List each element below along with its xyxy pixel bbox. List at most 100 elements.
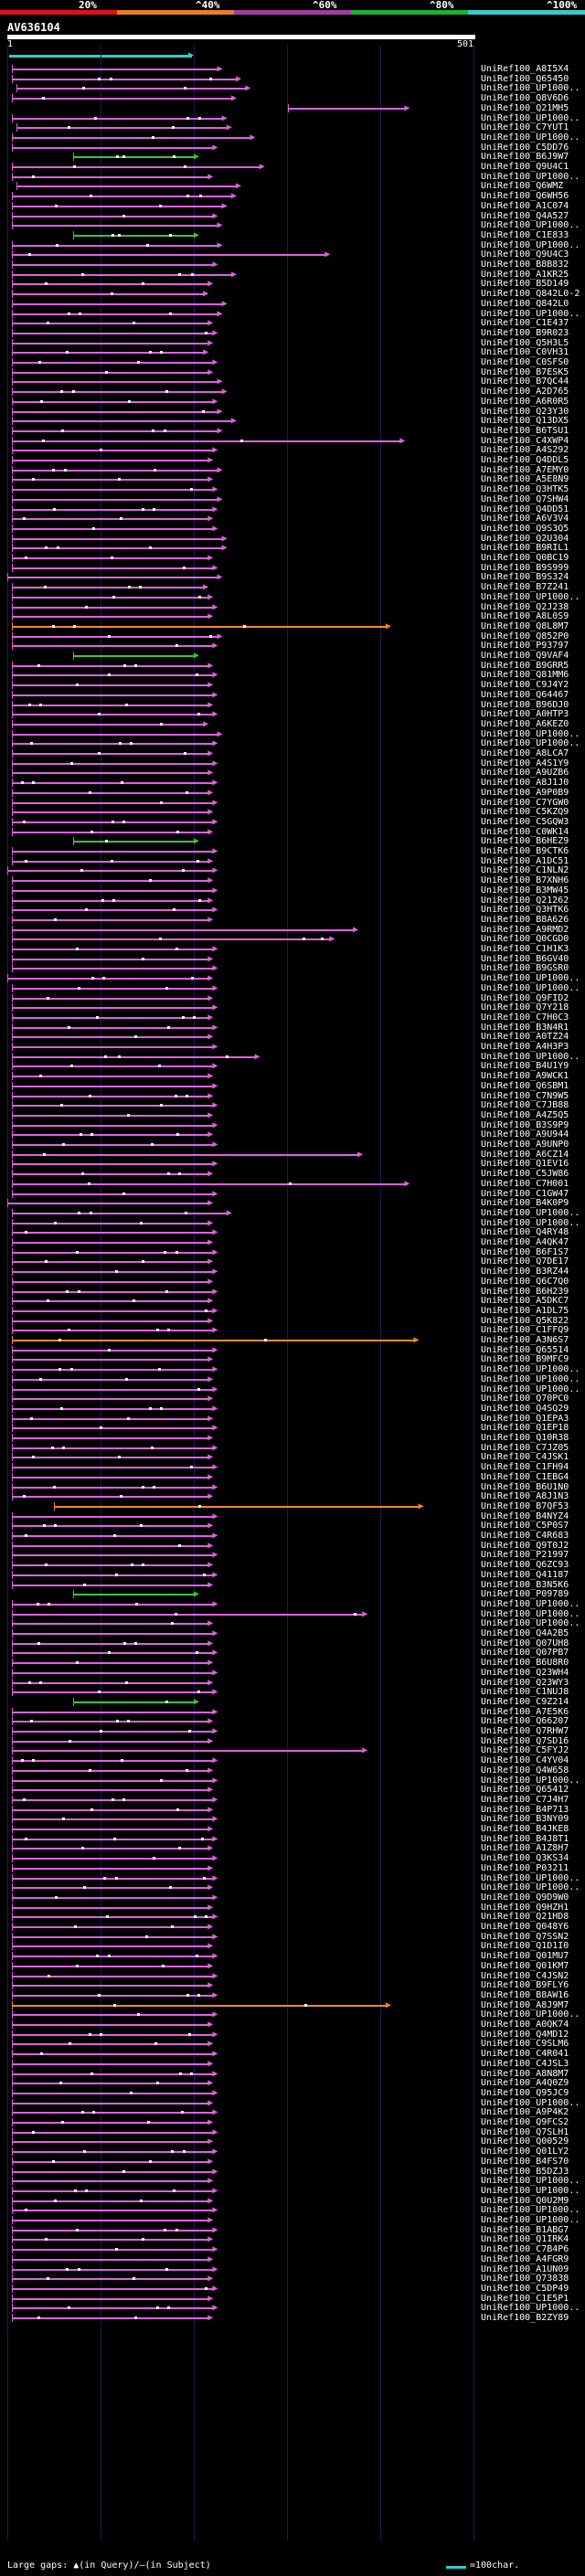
hit-alignment-bar[interactable]: [12, 1877, 215, 1880]
hit-row[interactable]: ▶ UniRef100_Q9S3Q5: [0, 524, 585, 534]
hit-alignment-bar[interactable]: [12, 2297, 210, 2300]
hit-label-link[interactable]: UniRef100_UP1000..: [481, 132, 580, 143]
hit-label-link[interactable]: UniRef100_P09789: [481, 1589, 569, 1600]
hit-label-link[interactable]: UniRef100_Q6ZC93: [481, 1560, 569, 1571]
hit-row[interactable]: ▶ UniRef100_Q21MH5: [0, 103, 585, 113]
hit-row[interactable]: ▶ UniRef100_B6TSU1: [0, 426, 585, 436]
hit-row[interactable]: ▶ UniRef100_B4J8T1: [0, 1834, 585, 1844]
hit-label-link[interactable]: UniRef100_C5DP49: [481, 2283, 569, 2294]
hit-row[interactable]: ▶ UniRef100_Q9HZH1: [0, 1903, 585, 1913]
hit-row[interactable]: ▶ UniRef100_Q4DDL5: [0, 455, 585, 465]
hit-label-link[interactable]: UniRef100_A4H3P3: [481, 1042, 569, 1052]
hit-row[interactable]: ▶ UniRef100_C4JSK1: [0, 1452, 585, 1462]
hit-row[interactable]: ▶ UniRef100_A4Q0Z9: [0, 2078, 585, 2088]
hit-alignment-bar[interactable]: [12, 2141, 210, 2144]
hit-row[interactable]: ▶ UniRef100_Q7SD16: [0, 1736, 585, 1746]
hit-row[interactable]: ▶ UniRef100_B8A626: [0, 915, 585, 925]
hit-label-link[interactable]: UniRef100_Q95JC9: [481, 2087, 569, 2098]
hit-row[interactable]: ▶ UniRef100_UP1000..: [0, 2176, 585, 2186]
hit-alignment-bar[interactable]: [12, 1916, 215, 1919]
hit-row[interactable]: ▶ UniRef100_A9UNP0: [0, 1140, 585, 1150]
hit-label-link[interactable]: UniRef100_Q4MD12: [481, 2029, 569, 2040]
hit-label-link[interactable]: UniRef100_A4FGR9: [481, 2253, 569, 2264]
hit-alignment-bar[interactable]: [12, 479, 210, 482]
hit-row[interactable]: ▶ UniRef100_B7Z241: [0, 582, 585, 592]
hit-alignment-bar[interactable]: [7, 577, 219, 579]
hit-label-link[interactable]: UniRef100_B9R023: [481, 327, 569, 338]
hit-label-link[interactable]: UniRef100_C7YGW0: [481, 797, 569, 808]
hit-row[interactable]: ▶ UniRef100_Q21HD8: [0, 1912, 585, 1922]
hit-alignment-bar[interactable]: [12, 1603, 215, 1606]
hit-label-link[interactable]: UniRef100_Q9VAF4: [481, 651, 569, 661]
hit-label-link[interactable]: UniRef100_Q66207: [481, 1716, 569, 1727]
hit-label-link[interactable]: UniRef100_B8AW16: [481, 1989, 569, 2000]
hit-alignment-bar[interactable]: [12, 1887, 210, 1890]
hit-row[interactable]: ▶ UniRef100_Q1EPA3: [0, 1414, 585, 1424]
hit-row[interactable]: ▶ UniRef100_C4R041: [0, 2049, 585, 2059]
hit-row[interactable]: ▶ UniRef100_B9R023: [0, 328, 585, 338]
hit-row[interactable]: ▶ UniRef100_UP1000..: [0, 2186, 585, 2196]
hit-alignment-bar[interactable]: [12, 225, 219, 228]
hit-alignment-bar[interactable]: [12, 1114, 210, 1117]
hit-alignment-bar[interactable]: [12, 1085, 215, 1087]
hit-alignment-bar[interactable]: [12, 645, 215, 648]
hit-alignment-bar[interactable]: [16, 186, 238, 188]
hit-alignment-bar[interactable]: [12, 117, 224, 120]
hit-label-link[interactable]: UniRef100_Q9T0J2: [481, 1540, 569, 1551]
hit-alignment-bar[interactable]: [12, 1369, 215, 1372]
hit-label-link[interactable]: UniRef100_Q7RHW7: [481, 1726, 569, 1736]
hit-alignment-bar[interactable]: [12, 1574, 215, 1576]
hit-alignment-bar[interactable]: [12, 851, 215, 853]
hit-label-link[interactable]: UniRef100_Q842L0-2: [481, 289, 580, 300]
hit-label-link[interactable]: UniRef100_A8J1J0: [481, 778, 569, 789]
hit-alignment-bar[interactable]: [12, 664, 210, 667]
hit-alignment-bar[interactable]: [12, 1437, 210, 1439]
hit-row[interactable]: ▶ UniRef100_Q7SSN2: [0, 1932, 585, 1942]
hit-label-link[interactable]: UniRef100_Q5K822: [481, 1315, 569, 1326]
hit-row[interactable]: ▶ UniRef100_B3N5K6: [0, 1580, 585, 1590]
hit-label-link[interactable]: UniRef100_B7QC44: [481, 376, 569, 387]
hit-alignment-bar[interactable]: [12, 1623, 210, 1626]
hit-alignment-bar[interactable]: [7, 1203, 210, 1205]
hit-label-link[interactable]: UniRef100_Q7Y218: [481, 1002, 569, 1013]
hit-row[interactable]: ▶ UniRef100_P09789: [0, 1589, 585, 1599]
hit-row[interactable]: ▶ UniRef100_UP1000..: [0, 1873, 585, 1883]
hit-alignment-bar[interactable]: [12, 2122, 210, 2124]
hit-row[interactable]: ▶ UniRef100_Q01LY2: [0, 2147, 585, 2157]
hit-row[interactable]: ▶ UniRef100_UP1000..: [0, 1599, 585, 1609]
hit-row[interactable]: ▶ UniRef100_C5JW86: [0, 1169, 585, 1179]
hit-alignment-bar[interactable]: [54, 1505, 420, 1508]
hit-label-link[interactable]: UniRef100_Q1D1I0: [481, 1941, 569, 1952]
hit-row[interactable]: ▶ UniRef100_A8N8M7: [0, 2069, 585, 2079]
hit-alignment-bar[interactable]: [12, 1212, 229, 1214]
hit-label-link[interactable]: UniRef100_UP1000..: [481, 2176, 580, 2187]
hit-row[interactable]: ▶ UniRef100_B6U8R0: [0, 1658, 585, 1668]
hit-alignment-bar[interactable]: [12, 302, 224, 305]
hit-label-link[interactable]: UniRef100_B6J9W7: [481, 152, 569, 163]
hit-label-link[interactable]: UniRef100_B6HEZ9: [481, 836, 569, 847]
hit-alignment-bar[interactable]: [12, 547, 224, 550]
hit-alignment-bar[interactable]: [12, 1858, 215, 1860]
hit-alignment-bar[interactable]: [12, 2053, 215, 2056]
hit-row[interactable]: ▶ UniRef100_A1KR25: [0, 270, 585, 280]
hit-alignment-bar[interactable]: [12, 2083, 210, 2085]
hit-row[interactable]: ▶ UniRef100_B9S999: [0, 563, 585, 573]
hit-row[interactable]: ▶ UniRef100_UP1000..: [0, 592, 585, 602]
hit-label-link[interactable]: UniRef100_C4R041: [481, 2049, 569, 2060]
hit-label-link[interactable]: UniRef100_B3N4R1: [481, 1022, 569, 1033]
hit-row[interactable]: ▶ UniRef100_A7E5K6: [0, 1707, 585, 1717]
hit-label-link[interactable]: UniRef100_UP1000..: [481, 1207, 580, 1218]
hit-label-link[interactable]: UniRef100_B3S9P9: [481, 1119, 569, 1130]
hit-alignment-bar[interactable]: [12, 1065, 215, 1068]
hit-alignment-bar[interactable]: [12, 811, 210, 814]
hit-label-link[interactable]: UniRef100_B9FLY6: [481, 1980, 569, 1991]
hit-label-link[interactable]: UniRef100_A3N6S7: [481, 1335, 569, 1345]
hit-label-link[interactable]: UniRef100_B6GV40: [481, 953, 569, 964]
hit-alignment-bar[interactable]: [12, 1182, 407, 1185]
hit-row[interactable]: ▶ UniRef100_Q00529: [0, 2136, 585, 2147]
hit-alignment-bar[interactable]: [12, 1105, 215, 1108]
hit-alignment-bar[interactable]: [12, 2317, 210, 2319]
hit-alignment-bar[interactable]: [12, 733, 219, 736]
hit-row[interactable]: ▶ UniRef100_P21997: [0, 1550, 585, 1560]
hit-alignment-bar[interactable]: [12, 1261, 210, 1264]
